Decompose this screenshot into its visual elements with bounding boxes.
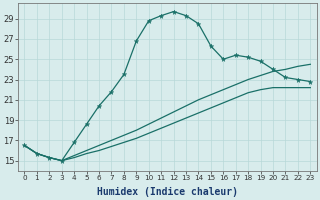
- X-axis label: Humidex (Indice chaleur): Humidex (Indice chaleur): [97, 186, 238, 197]
